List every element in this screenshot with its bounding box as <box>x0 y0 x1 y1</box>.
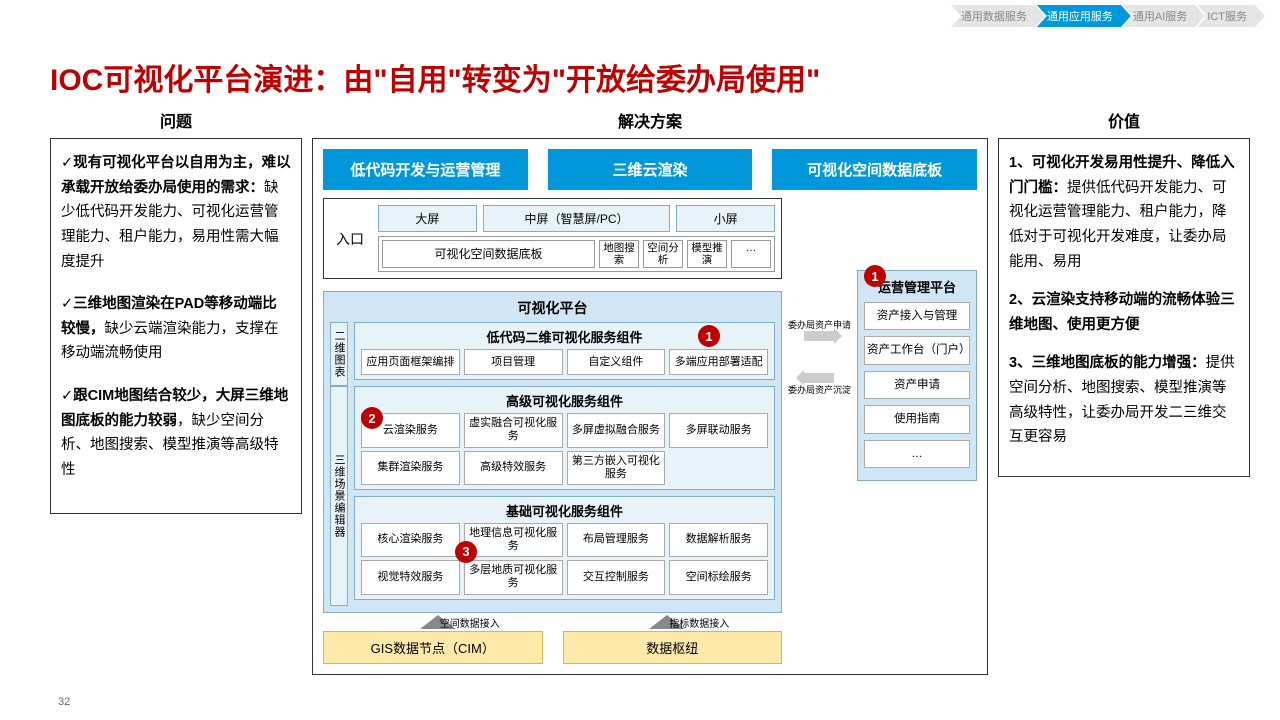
ops-item: 资产接入与管理 <box>864 302 970 330</box>
solution-header: 解决方案 <box>312 108 988 138</box>
group-lowcode: 1 低代码二维可视化服务组件 应用页面框架编排 项目管理 自定义组件 多端应用部… <box>354 322 775 380</box>
tab-ai[interactable]: 通用AI服务 <box>1123 5 1205 27</box>
problems-header: 问题 <box>50 108 302 138</box>
side-2d: 二维图表 <box>330 322 348 386</box>
ops-item: … <box>864 440 970 468</box>
svc: 虚实融合可视化服务 <box>464 413 563 447</box>
entry-item-4: … <box>731 240 771 268</box>
svc: 多屏虚拟融合服务 <box>567 413 666 447</box>
svc: 多端应用部署适配 <box>669 349 768 375</box>
arrow-label-2: 指标数据接入 <box>669 615 729 630</box>
svc: 交互控制服务 <box>567 560 666 594</box>
group-basic: 3 基础可视化服务组件 核心渲染服务 地理信息可视化服务 布局管理服务 数据解析… <box>354 496 775 600</box>
tab-app[interactable]: 通用应用服务 <box>1037 5 1131 27</box>
page-number: 32 <box>58 696 70 708</box>
platform-title: 可视化平台 <box>330 298 775 318</box>
sol-top-2: 三维云渲染 <box>548 149 753 190</box>
svc: 自定义组件 <box>567 349 666 375</box>
entry-item-1: 地图搜索 <box>599 240 639 268</box>
badge-1: 1 <box>698 325 720 347</box>
flow-arrows: 委办局资产申请 委办局资产沉淀 <box>788 318 851 664</box>
arrow-label-1: 空间数据接入 <box>440 615 500 630</box>
tab-data[interactable]: 通用数据服务 <box>951 5 1045 27</box>
screen-mid: 中屏（智慧屏/PC） <box>483 205 671 232</box>
svc: 多屏联动服务 <box>669 413 768 447</box>
screen-large: 大屏 <box>378 205 477 232</box>
data-gis: GIS数据节点（CIM） <box>323 631 543 664</box>
ops-item: 资产申请 <box>864 371 970 399</box>
tab-ict[interactable]: ICT服务 <box>1197 5 1265 27</box>
problems-panel: ✓现有可视化平台以自用为主，难以承载开放给委办局使用的需求：缺少低代码开发能力、… <box>50 138 302 514</box>
sol-top-3: 可视化空间数据底板 <box>772 149 977 190</box>
values-header: 价值 <box>998 108 1250 138</box>
svc: 视觉特效服务 <box>361 560 460 594</box>
arrow-right-icon <box>804 331 834 341</box>
svc: 数据解析服务 <box>669 523 768 557</box>
group-title-2: 高级可视化服务组件 <box>361 391 768 410</box>
svc: 布局管理服务 <box>567 523 666 557</box>
viz-platform: 可视化平台 二维图表 1 低代码二维可视化服务组件 应用页面框架编排 <box>323 291 782 613</box>
ops-item: 资产工作台（门户） <box>864 336 970 364</box>
svc: 第三方嵌入可视化服务 <box>567 451 666 485</box>
sol-top-1: 低代码开发与运营管理 <box>323 149 528 190</box>
ops-badge: 1 <box>864 265 886 287</box>
svc: 核心渲染服务 <box>361 523 460 557</box>
page-title: IOC可视化平台演进：由"自用"转变为"开放给委办局使用" <box>50 55 820 99</box>
ops-platform: 1 运营管理平台 资产接入与管理 资产工作台（门户） 资产申请 使用指南 … <box>857 270 977 481</box>
svc: 集群渲染服务 <box>361 451 460 485</box>
group-advanced: 2 高级可视化服务组件 云渲染服务 虚实融合可视化服务 多屏虚拟融合服务 多屏联… <box>354 386 775 490</box>
entry-item-3: 模型推演 <box>687 240 727 268</box>
svc: 空间标绘服务 <box>669 560 768 594</box>
values-panel: 1、可视化开发易用性提升、降低入门门槛：提供低代码开发能力、可视化运营管理能力、… <box>998 138 1250 477</box>
arrow-left-icon <box>804 373 834 383</box>
entry-box: 入口 大屏 中屏（智慧屏/PC） 小屏 可视化空间数据底板 地图搜索 空间分析 <box>323 198 782 279</box>
service-tabs: 通用数据服务 通用应用服务 通用AI服务 ICT服务 <box>959 5 1265 27</box>
data-hub: 数据枢纽 <box>563 631 783 664</box>
svc: 项目管理 <box>464 349 563 375</box>
svc: 应用页面框架编排 <box>361 349 460 375</box>
side-3d: 三维场景编辑器 <box>330 386 348 606</box>
entry-label: 入口 <box>330 229 370 249</box>
svc: 地理信息可视化服务 <box>464 523 563 557</box>
entry-main: 可视化空间数据底板 <box>382 240 595 268</box>
solution-panel: 低代码开发与运营管理 三维云渲染 可视化空间数据底板 入口 大屏 中屏（智慧屏/… <box>312 138 988 675</box>
ops-item: 使用指南 <box>864 405 970 433</box>
svc: 高级特效服务 <box>464 451 563 485</box>
badge-3: 3 <box>455 541 477 563</box>
screen-small: 小屏 <box>676 205 775 232</box>
entry-item-2: 空间分析 <box>643 240 683 268</box>
group-title-3: 基础可视化服务组件 <box>361 501 768 520</box>
badge-2: 2 <box>361 407 383 429</box>
svc: 多层地质可视化服务 <box>464 560 563 594</box>
